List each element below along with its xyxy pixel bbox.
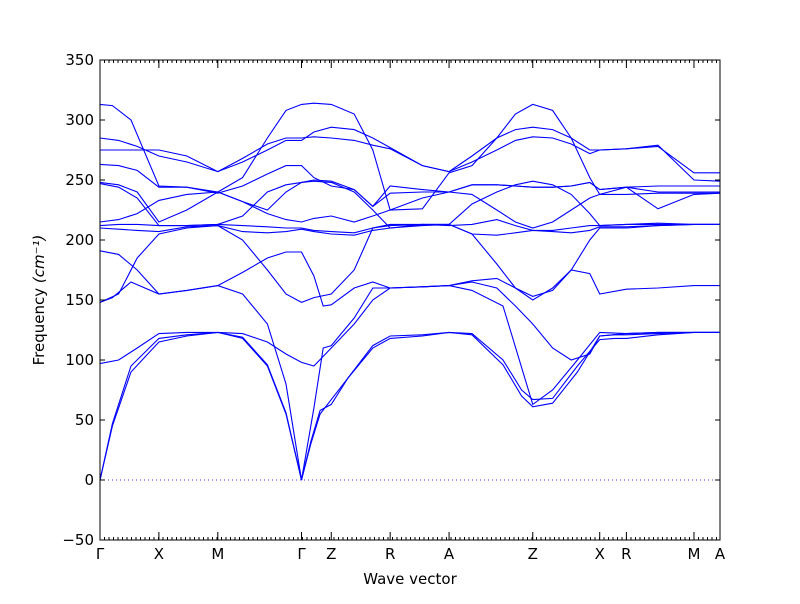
x-axis-label: Wave vector [363,570,457,588]
y-axis-unit: (cm⁻¹) [30,235,48,284]
y-tick-label: −50 [62,531,94,549]
band-line-15 [99,102,721,211]
x-tick-label: X [154,545,164,563]
x-tick-label: R [621,545,631,563]
band-line-3 [99,281,720,367]
band-line-10 [99,180,720,229]
band-line-9 [99,191,720,229]
y-tick-label: 0 [84,471,94,489]
x-tick-label: R [385,545,395,563]
x-tick-label: A [444,545,455,563]
band-line-13 [100,136,721,182]
x-tick-label: A [715,545,726,563]
x-tick-label: Γ [297,545,306,563]
y-tick-label: 200 [65,231,94,249]
x-tick-label: M [687,545,700,563]
band-line-12 [99,163,720,208]
x-tick-label: Γ [96,545,105,563]
y-tick-label: 150 [65,291,94,309]
y-axis-ticks: −50 0 50 100 150 200 250 300 350 [62,51,720,549]
band-line-2 [99,331,720,481]
band-line-6 [99,223,720,304]
y-axis-label-text: Frequency [30,288,48,366]
phonon-bands [99,102,721,481]
x-tick-label: X [595,545,605,563]
x-axis-minor-ticks [99,60,717,540]
y-tick-label: 300 [65,111,94,129]
x-tick-label: Z [326,545,336,563]
y-axis-label: Frequency (cm⁻¹) [30,235,48,366]
band-line-1 [99,331,720,481]
y-tick-label: 350 [65,51,94,69]
y-tick-label: 100 [65,351,94,369]
x-tick-label: M [211,545,224,563]
y-tick-label: 250 [65,171,94,189]
band-line-11 [99,179,720,223]
band-line-4 [99,281,720,481]
band-line-5 [99,250,720,307]
band-line-14 [99,126,720,174]
x-tick-label: Z [528,545,538,563]
plot-frame [99,59,721,541]
y-tick-label: 50 [75,411,94,429]
